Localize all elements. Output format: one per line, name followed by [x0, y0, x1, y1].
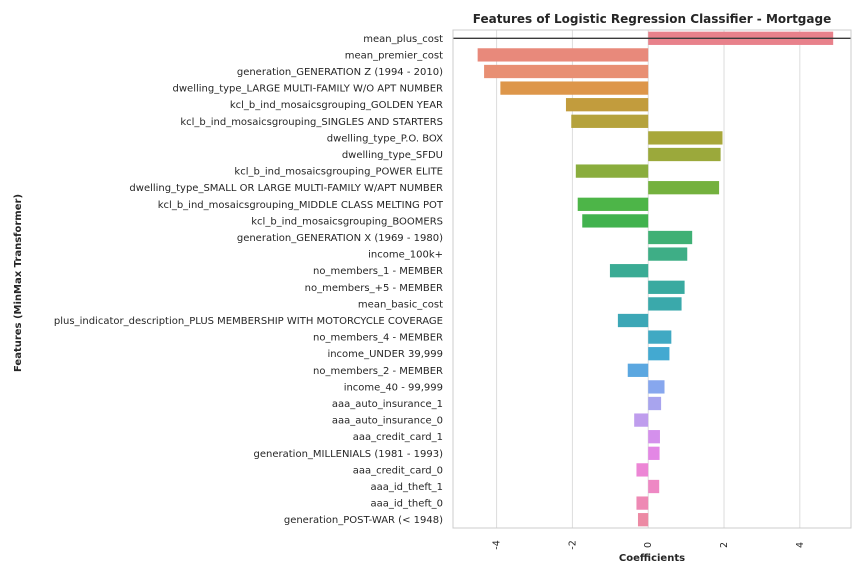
bar	[648, 280, 685, 294]
x-tick-label: -2	[567, 540, 578, 549]
category-label: kcl_b_ind_mosaicsgrouping_GOLDEN YEAR	[230, 100, 443, 111]
bar	[648, 147, 721, 162]
bar	[648, 380, 665, 394]
x-tick-label: -4	[492, 540, 503, 549]
x-tick-label: 0	[643, 542, 654, 548]
bar	[636, 496, 649, 510]
bar	[571, 114, 649, 128]
category-label: aaa_credit_card_1	[353, 432, 443, 443]
grid-lines	[496, 30, 801, 528]
bar	[648, 396, 662, 411]
bar	[575, 164, 649, 178]
x-tick-labels: -4 -2 0 2 4	[492, 540, 806, 549]
category-label: kcl_b_ind_mosaicsgrouping_SINGLES AND ST…	[180, 117, 443, 128]
category-label: aaa_auto_insurance_1	[332, 399, 443, 410]
x-tick-label: 2	[719, 542, 730, 548]
bar	[648, 430, 660, 444]
bar	[648, 131, 723, 145]
plot-background	[453, 30, 851, 528]
bar	[648, 247, 688, 261]
category-label: income_UNDER 39,999	[327, 349, 443, 360]
bar	[636, 463, 649, 477]
bar	[648, 297, 682, 311]
category-label: generation_GENERATION Z (1994 - 2010)	[237, 67, 443, 78]
category-label: aaa_credit_card_0	[353, 465, 443, 476]
bar	[648, 479, 660, 494]
category-label: generation_MILLENIALS (1981 - 1993)	[254, 449, 444, 460]
category-label: aaa_auto_insurance_0	[332, 416, 443, 427]
category-label: generation_POST-WAR (< 1948)	[284, 515, 443, 526]
bar	[648, 446, 660, 460]
bar	[617, 313, 649, 328]
bar	[634, 413, 649, 427]
bar	[565, 98, 649, 112]
category-label: dwelling_type_P.O. BOX	[327, 133, 443, 144]
category-labels: mean_plus_cost mean_premier_cost generatio…	[54, 34, 444, 526]
bar	[577, 197, 649, 211]
bar	[648, 181, 720, 195]
bar	[648, 330, 672, 344]
bar	[484, 64, 649, 79]
category-label: no_members_1 - MEMBER	[313, 266, 443, 277]
category-label: mean_plus_cost	[363, 34, 443, 45]
category-label: mean_basic_cost	[358, 299, 443, 310]
category-label: dwelling_type_SMALL OR LARGE MULTI-FAMIL…	[129, 183, 443, 194]
bar	[500, 81, 649, 95]
category-label: kcl_b_ind_mosaicsgrouping_POWER ELITE	[234, 167, 443, 178]
bar	[627, 363, 649, 377]
bar	[648, 230, 693, 245]
category-label: plus_indicator_description_PLUS MEMBERSH…	[54, 316, 443, 327]
category-label: kcl_b_ind_mosaicsgrouping_BOOMERS	[251, 216, 443, 227]
category-label: no_members_4 - MEMBER	[313, 333, 443, 344]
category-label: generation_GENERATION X (1969 - 1980)	[237, 233, 443, 244]
category-label: no_members_2 - MEMBER	[313, 366, 443, 377]
category-label: mean_premier_cost	[345, 50, 443, 61]
category-label: no_members_+5 - MEMBER	[305, 283, 443, 294]
category-label: dwelling_type_SFDU	[342, 150, 443, 161]
y-axis-label: Features (MinMax Transformer)	[13, 194, 24, 372]
category-label: aaa_id_theft_0	[370, 499, 443, 510]
bar	[477, 48, 649, 62]
bar	[609, 264, 649, 278]
bar	[648, 347, 670, 361]
category-label: dwelling_type_LARGE MULTI-FAMILY W/O APT…	[173, 84, 444, 95]
bars	[477, 31, 834, 527]
category-label: income_100k+	[368, 250, 443, 261]
plot-frame	[452, 29, 852, 529]
category-label: income_40 - 99,999	[344, 382, 443, 393]
category-label: aaa_id_theft_1	[370, 482, 443, 493]
chart-title: Features of Logistic Regression Classifi…	[473, 12, 831, 26]
x-tick-label: 4	[795, 542, 806, 548]
category-label: kcl_b_ind_mosaicsgrouping_MIDDLE CLASS M…	[158, 200, 444, 211]
bar	[637, 513, 649, 527]
bar	[582, 214, 649, 228]
x-axis-label: Coefficients	[619, 553, 685, 564]
